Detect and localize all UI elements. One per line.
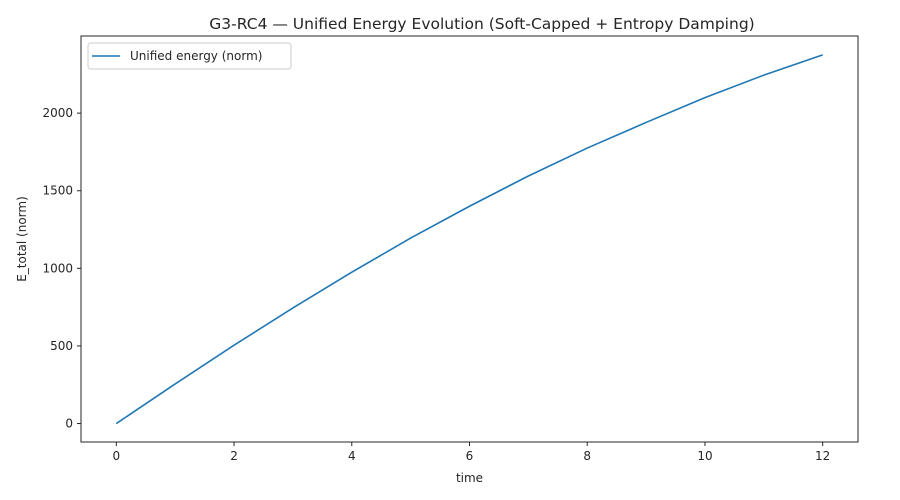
legend: Unified energy (norm) xyxy=(87,42,292,70)
x-axis: 0 2 4 6 8 10 12 xyxy=(112,442,830,463)
x-tick-label: 0 xyxy=(112,449,120,463)
y-tick-label: 1500 xyxy=(42,184,73,198)
x-tick-label: 4 xyxy=(348,449,356,463)
x-tick-label: 10 xyxy=(697,449,712,463)
x-tick-label: 8 xyxy=(583,449,591,463)
series-line xyxy=(115,54,823,425)
x-tick-label: 6 xyxy=(466,449,474,463)
y-tick-label: 1000 xyxy=(42,261,73,275)
x-tick-label: 2 xyxy=(230,449,238,463)
x-axis-label: time xyxy=(456,471,483,485)
chart-title: G3-RC4 — Unified Energy Evolution (Soft-… xyxy=(209,15,754,33)
plot-area: 0 2 4 6 8 10 12 0 500 1000 1500 2000 xyxy=(42,35,859,463)
x-tick-label: 12 xyxy=(815,449,830,463)
y-tick-label: 500 xyxy=(50,339,73,353)
legend-entry-label: Unified energy (norm) xyxy=(130,49,262,63)
y-tick-label: 2000 xyxy=(42,106,73,120)
y-tick-label: 0 xyxy=(65,417,73,431)
y-axis-label: E_total (norm) xyxy=(15,196,29,282)
legend-box xyxy=(87,42,292,70)
y-axis: 0 500 1000 1500 2000 xyxy=(42,106,81,431)
series-layer xyxy=(115,54,823,425)
